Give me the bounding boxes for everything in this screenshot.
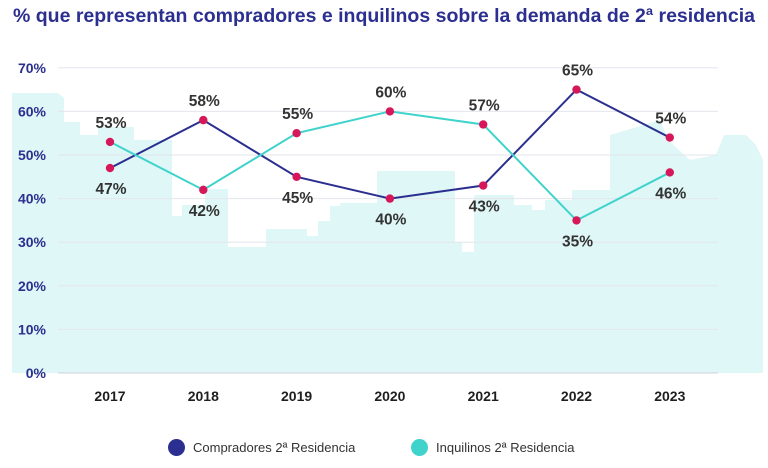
y-axis: 0% 10% 20% 30% 40% 50% 60% 70%: [18, 60, 47, 381]
legend-item-compradores[interactable]: Compradores 2ª Residencia: [168, 439, 355, 456]
data-label: 58%: [189, 93, 220, 110]
legend-swatch-inquilinos: [411, 439, 428, 456]
data-label: 53%: [95, 115, 126, 132]
data-point[interactable]: [105, 163, 115, 173]
x-tick-label: 2017: [94, 388, 125, 404]
data-point[interactable]: [385, 107, 395, 116]
series-layer: [105, 85, 674, 225]
x-tick-label: 2019: [281, 388, 312, 404]
data-point[interactable]: [385, 194, 395, 203]
data-point[interactable]: [479, 120, 488, 129]
data-label: 47%: [95, 181, 126, 198]
x-tick-label: 2023: [654, 388, 685, 404]
background-silhouette: [12, 93, 763, 373]
y-tick-label: 60%: [18, 103, 47, 119]
x-tick-label: 2021: [468, 388, 499, 404]
y-tick-label: 20%: [18, 278, 47, 294]
data-labels: 47% 58% 45% 40% 43% 65% 54% 53% 42% 55% 60% 57% 35% 4…: [95, 63, 686, 251]
y-tick-label: 10%: [18, 321, 47, 337]
data-point[interactable]: [292, 129, 301, 138]
data-label: 40%: [375, 212, 406, 229]
legend-label-inquilinos: Inquilinos 2ª Residencia: [436, 440, 575, 455]
data-label: 65%: [562, 63, 593, 80]
x-tick-label: 2018: [188, 388, 219, 404]
data-point[interactable]: [665, 168, 674, 177]
data-label: 43%: [469, 199, 500, 216]
line-chart: 0% 10% 20% 30% 40% 50% 60% 70% 2017 2018 2019 2020…: [12, 60, 763, 404]
data-label: 54%: [655, 111, 686, 128]
data-point[interactable]: [292, 172, 301, 181]
data-point[interactable]: [479, 181, 488, 190]
data-label: 42%: [189, 203, 220, 220]
y-tick-label: 50%: [18, 147, 47, 163]
data-label: 35%: [562, 233, 593, 250]
data-point[interactable]: [105, 137, 115, 147]
y-tick-label: 70%: [18, 60, 47, 76]
data-label: 57%: [469, 97, 500, 114]
legend-label-compradores: Compradores 2ª Residencia: [193, 440, 356, 455]
y-tick-label: 0%: [26, 365, 47, 381]
data-label: 55%: [282, 106, 313, 123]
y-tick-label: 40%: [18, 191, 47, 207]
data-point[interactable]: [572, 216, 581, 225]
x-axis: 2017 2018 2019 2020 2021 2022 2023: [94, 388, 685, 404]
legend-swatch-compradores: [168, 439, 185, 456]
x-tick-label: 2020: [374, 388, 405, 404]
legend-item-inquilinos[interactable]: Inquilinos 2ª Residencia: [411, 439, 575, 456]
data-label: 46%: [655, 185, 686, 202]
chart-title: % que representan compradores e inquilin…: [13, 5, 755, 27]
x-tick-label: 2022: [561, 388, 592, 404]
data-point[interactable]: [665, 133, 674, 142]
data-label: 60%: [375, 84, 406, 101]
data-point[interactable]: [199, 115, 208, 125]
data-point[interactable]: [199, 185, 208, 195]
data-point[interactable]: [572, 85, 581, 94]
y-tick-label: 30%: [18, 234, 47, 250]
data-label: 45%: [282, 190, 313, 207]
